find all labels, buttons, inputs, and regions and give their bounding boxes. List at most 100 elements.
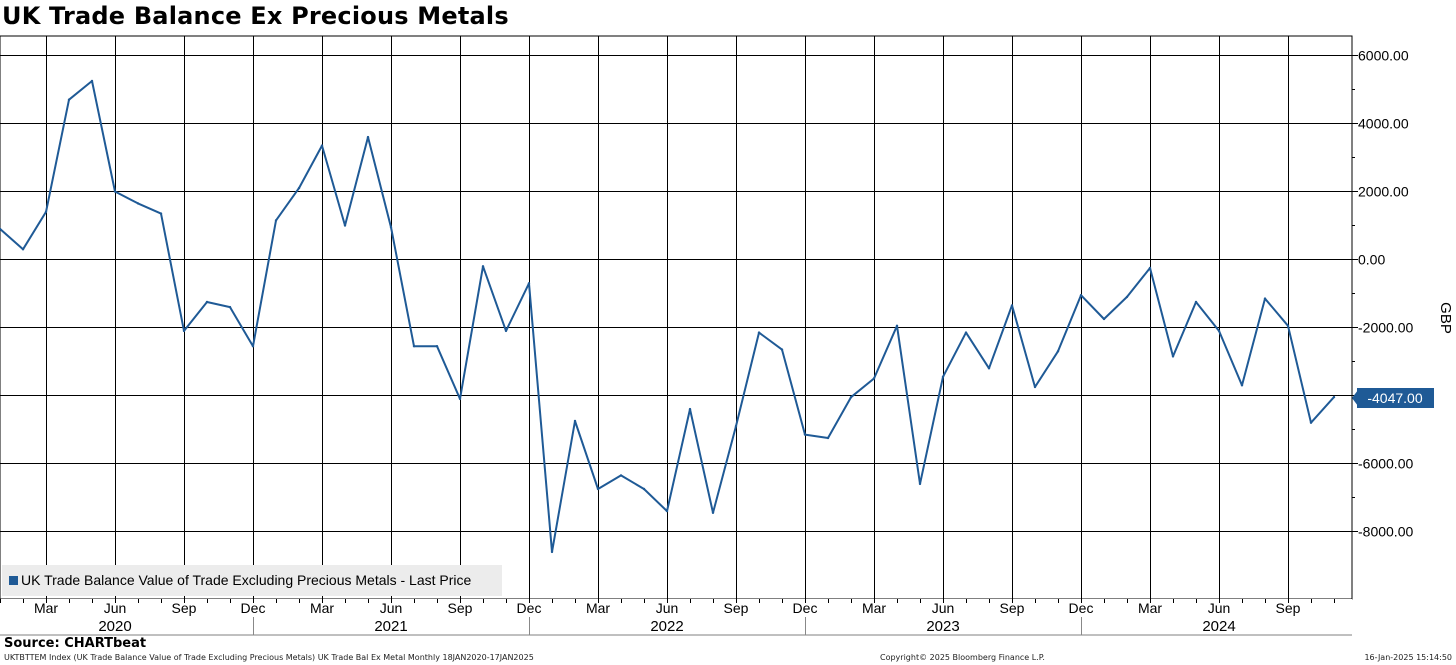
x-month-label-7: Dec — [517, 600, 542, 616]
last-price-marker: -4047.00 — [1352, 388, 1434, 408]
data-point-2023-05 — [918, 482, 922, 486]
data-point-2023-12 — [1079, 294, 1083, 297]
y-tick-label-7: -8000.00 — [1358, 524, 1413, 540]
x-month-label-1: Jun — [104, 600, 127, 616]
data-point-2020-02 — [21, 248, 25, 251]
data-point-2023-09 — [1010, 304, 1014, 307]
data-points — [0, 79, 1336, 554]
data-point-2023-10 — [1033, 385, 1037, 389]
data-point-2024-10 — [1309, 421, 1313, 424]
data-point-2023-03 — [872, 377, 876, 380]
x-month-label-14: Sep — [1000, 600, 1025, 616]
data-point-2023-11 — [1056, 350, 1060, 353]
x-month-label-5: Jun — [380, 600, 403, 616]
data-point-2024-09 — [1286, 324, 1290, 327]
data-point-2023-06 — [941, 375, 945, 378]
data-point-2022-02 — [573, 419, 577, 423]
source-label: Source: CHARTbeat — [4, 636, 147, 651]
data-point-2021-03 — [320, 144, 324, 147]
footer-index-info: UKTBTTEM Index (UK Trade Balance Value o… — [4, 653, 534, 662]
data-point-2021-12 — [527, 282, 531, 285]
x-month-label-13: Jun — [932, 600, 955, 616]
x-month-label-10: Sep — [724, 600, 749, 616]
data-point-2022-08 — [711, 511, 715, 514]
data-point-2020-03 — [44, 210, 48, 214]
data-point-2020-07 — [136, 202, 140, 205]
x-month-labels: Mar Jun Sep Dec Mar Jun Sep Dec Mar Jun Sep Dec Mar J… — [34, 600, 1301, 616]
x-axis-ticks — [0, 599, 1335, 603]
data-point-2020-04 — [67, 98, 71, 101]
x-month-label-8: Mar — [586, 600, 610, 616]
data-point-2021-04 — [343, 224, 347, 227]
x-year-label-2: 2022 — [650, 618, 683, 635]
data-point-2023-07 — [964, 331, 968, 334]
data-point-2020-10 — [205, 300, 209, 304]
data-point-2021-01 — [274, 219, 278, 222]
data-point-2021-06 — [389, 226, 393, 229]
x-year-labels: 2020 2021 2022 2023 2024 — [98, 618, 1235, 635]
horizontal-gridlines — [0, 55, 1352, 532]
data-point-2022-10 — [757, 331, 761, 334]
data-point-2023-04 — [895, 324, 899, 327]
legend: UK Trade Balance Value of Trade Excludin… — [2, 565, 502, 596]
year-dividers — [253, 617, 1082, 635]
data-point-2023-01 — [826, 436, 830, 440]
data-point-2021-08 — [435, 345, 439, 348]
data-point-2020-05 — [90, 79, 94, 83]
data-point-2020-12 — [251, 345, 255, 348]
data-point-2022-12 — [803, 433, 807, 436]
data-point-2020-11 — [228, 305, 232, 309]
y-axis-title: GBP — [1437, 302, 1454, 334]
y-tick-label-0: 6000.00 — [1358, 48, 1409, 64]
x-year-label-4: 2024 — [1202, 618, 1235, 635]
data-point-2024-01 — [1102, 317, 1106, 321]
y-tick-label-3: 0.00 — [1358, 252, 1385, 268]
x-month-label-15: Dec — [1069, 600, 1094, 616]
data-point-2020-01 — [0, 227, 2, 231]
data-point-2021-09 — [458, 397, 462, 401]
x-month-label-6: Sep — [448, 600, 473, 616]
data-point-2022-05 — [642, 487, 646, 491]
data-point-2022-07 — [688, 407, 692, 411]
data-point-2021-02 — [297, 186, 301, 190]
data-point-2024-06 — [1217, 329, 1221, 333]
x-month-label-2: Sep — [172, 600, 197, 616]
data-point-2024-02 — [1125, 295, 1129, 299]
y-tick-label-2: 2000.00 — [1358, 184, 1409, 200]
x-month-label-17: Jun — [1208, 600, 1231, 616]
data-point-2021-07 — [412, 345, 416, 348]
x-month-label-4: Mar — [310, 600, 334, 616]
data-point-2021-11 — [504, 329, 508, 333]
x-month-label-12: Mar — [862, 600, 886, 616]
data-point-2022-01 — [550, 550, 554, 554]
data-point-2021-05 — [366, 135, 370, 139]
x-axis-band — [0, 599, 1352, 635]
data-point-2022-03 — [596, 487, 600, 491]
data-point-2024-08 — [1263, 297, 1267, 300]
data-point-2023-08 — [987, 367, 991, 370]
data-point-2023-02 — [849, 396, 853, 399]
data-point-2020-09 — [182, 329, 186, 333]
data-point-2020-06 — [113, 190, 117, 193]
legend-label: UK Trade Balance Value of Trade Excludin… — [21, 572, 472, 588]
data-point-2024-04 — [1171, 355, 1175, 358]
y-axis-ticks — [1352, 55, 1358, 532]
y-axis-labels: 6000.004000.002000.000.00-2000.00-4000.0… — [1358, 48, 1413, 540]
last-price-label: -4047.00 — [1367, 390, 1422, 406]
data-point-2022-11 — [780, 348, 784, 351]
x-month-label-9: Jun — [656, 600, 679, 616]
x-month-label-18: Sep — [1276, 600, 1301, 616]
footer-timestamp: 16-Jan-2025 15:14:50 — [1364, 653, 1452, 662]
data-point-2020-08 — [159, 212, 163, 215]
y-tick-label-6: -6000.00 — [1358, 456, 1413, 472]
data-point-2024-03 — [1148, 266, 1152, 270]
plot-area-border — [0, 35, 1353, 600]
data-point-2022-06 — [665, 509, 669, 513]
chart-title: UK Trade Balance Ex Precious Metals — [2, 2, 509, 30]
x-year-label-0: 2020 — [98, 618, 131, 635]
x-year-label-3: 2023 — [926, 618, 959, 635]
y-tick-label-1: 4000.00 — [1358, 116, 1409, 132]
y-tick-label-4: -2000.00 — [1358, 320, 1413, 336]
data-point-2024-07 — [1240, 384, 1244, 387]
